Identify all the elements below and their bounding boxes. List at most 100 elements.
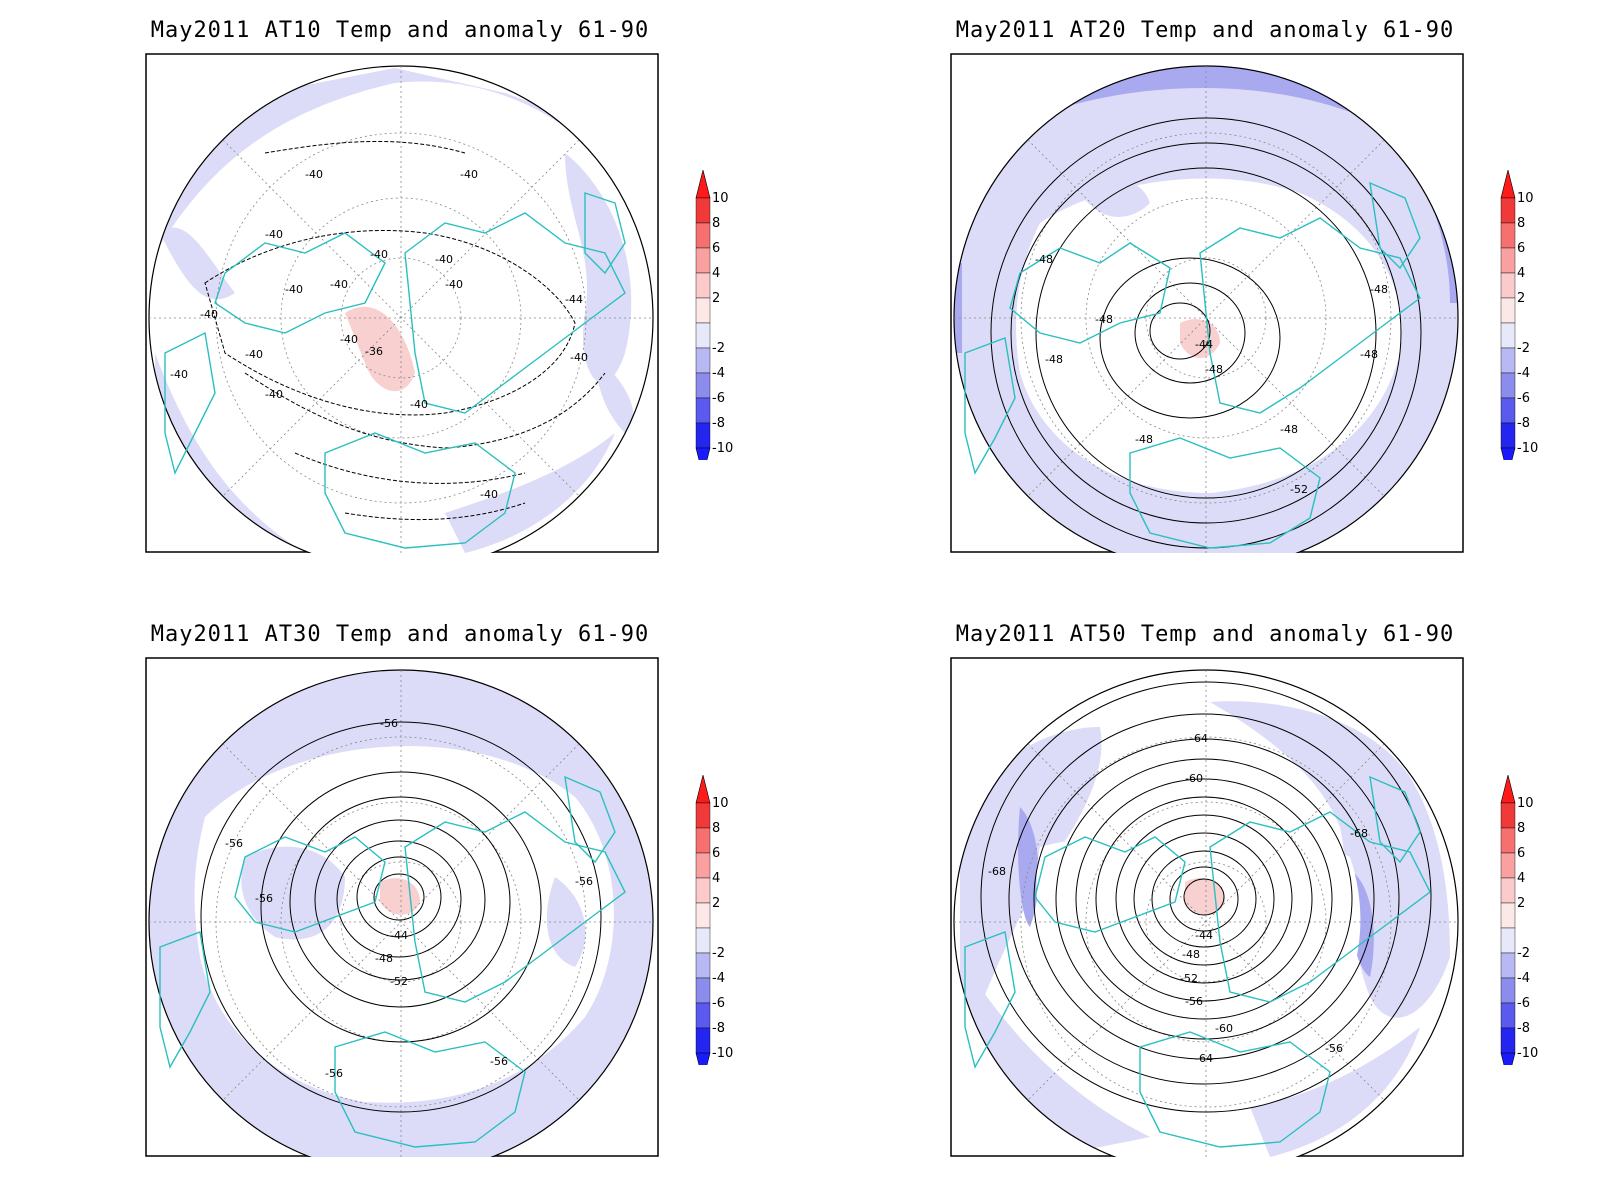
polar-map-at20: -48 -48 -48 -44 -48 -48 -48 -48 -52 -48 [950,53,1464,553]
colorbar: 10 8 6 4 2 -2 -4 -6 -8 -10 [695,170,733,460]
colorbar-segment [695,1002,711,1029]
contour-label: -52 [1180,972,1198,985]
colorbar-bottom-arrow [695,447,711,460]
colorbar-segment [1500,852,1516,879]
colorbar: 10 8 6 4 2 -2 -4 -6 -8 -10 [1500,775,1538,1065]
map-panel-at30: May2011 AT30 Temp and anomaly 61-90 [145,622,665,1182]
colorbar-tick-label: -10 [712,441,733,456]
colorbar-segment [1500,347,1516,374]
colorbar-segment [695,952,711,979]
contour-label: -40 [340,333,358,346]
contour-label: -48 [1035,253,1053,266]
colorbar-tick-label: 4 [1517,266,1525,281]
colorbar-bottom-arrow [695,1052,711,1065]
colorbar-bottom-arrow [1500,1052,1516,1065]
contour-label: -44 [565,293,583,306]
contour-label: -40 [445,278,463,291]
colorbar-segment [1500,927,1516,954]
panel-title: May2011 AT50 Temp and anomaly 61-90 [955,622,1455,647]
contour-label: -56 [255,892,273,905]
contour-label: -60 [1215,1022,1233,1035]
colorbar-segment [695,802,711,829]
colorbar-segment [695,322,711,349]
colorbar-segment [695,222,711,249]
contour-label: -64 [1195,1052,1213,1065]
map-panel-at50: May2011 AT50 Temp and anomaly 61-90 [950,622,1470,1182]
colorbar-tick-label: -8 [712,416,725,431]
contour-label: -40 [570,351,588,364]
colorbar-segment [1500,977,1516,1004]
colorbar-segment [1500,322,1516,349]
polar-map-at30: -56 -56 -56 -56 -44 -48 -52 -56 -56 [145,657,659,1157]
contour-label: -40 [265,228,283,241]
contour-label: -52 [390,975,408,988]
colorbar-tick-label: -8 [1517,1021,1530,1036]
contour-label: -56 [1325,1042,1343,1055]
colorbar-segment [695,297,711,324]
contour-label: -56 [225,837,243,850]
colorbar-segment [695,1027,711,1054]
colorbar-tick-label: 8 [1517,821,1525,836]
colorbar-top-arrow [695,170,711,199]
contour-label: -48 [1280,423,1298,436]
colorbar-segment [1500,877,1516,904]
colorbar-tick-label: 4 [1517,871,1525,886]
colorbar-tick-label: -2 [1517,946,1530,961]
colorbar-segment [1500,1027,1516,1054]
colorbar-tick-label: -2 [1517,341,1530,356]
contour-label: -40 [370,248,388,261]
colorbar-segment [695,347,711,374]
colorbar-tick-label: -10 [712,1046,733,1061]
colorbar-segment [1500,422,1516,449]
colorbar-segment [695,902,711,929]
contour-label: -56 [490,1055,508,1068]
colorbar-tick-label: -10 [1517,1046,1538,1061]
colorbar-segment [1500,222,1516,249]
contour-label: -56 [380,717,398,730]
colorbar-segment [1500,372,1516,399]
colorbar-segment [695,827,711,854]
contour-label: -56 [325,1067,343,1080]
colorbar-tick-label: 4 [712,266,720,281]
colorbar-tick-label: 8 [712,216,720,231]
panel-title: May2011 AT10 Temp and anomaly 61-90 [150,18,650,43]
colorbar-segment [695,372,711,399]
colorbar-tick-label: 8 [712,821,720,836]
colorbar-tick-label: 6 [712,846,720,861]
contour-label: -44 [390,929,408,942]
contour-label: -48 [1135,433,1153,446]
contour-label: -44 [1195,929,1213,942]
colorbar-tick-label: -6 [1517,391,1530,406]
colorbar-tick-label: -4 [712,366,725,381]
contour-label: -48 [1182,948,1200,961]
contour-label: -40 [410,398,428,411]
colorbar-tick-label: 6 [712,241,720,256]
colorbar-segment [695,247,711,274]
colorbar-tick-label: -2 [712,341,725,356]
colorbar-segment [1500,397,1516,424]
colorbar-tick-label: -4 [712,971,725,986]
colorbar-tick-label: 8 [1517,216,1525,231]
colorbar-tick-label: 2 [1517,291,1525,306]
contour-label: -60 [1185,772,1203,785]
contour-label: -40 [200,308,218,321]
colorbar-segment [695,272,711,299]
colorbar-tick-label: -6 [712,996,725,1011]
colorbar-segment [695,927,711,954]
contour-label: -36 [365,345,383,358]
colorbar-tick-label: -4 [1517,971,1530,986]
contour-label: -48 [1095,313,1113,326]
colorbar-tick-label: 10 [712,191,729,206]
map-panel-at10: May2011 AT10 Temp and anomaly 61-90 [145,18,665,578]
polar-map-at50: -64 -60 -68 -68 -44 -48 -52 -56 -60 -64 … [950,657,1464,1157]
colorbar-tick-label: 10 [712,796,729,811]
colorbar-tick-label: 6 [1517,241,1525,256]
colorbar-tick-label: 6 [1517,846,1525,861]
colorbar-segment [1500,902,1516,929]
colorbar-segment [1500,272,1516,299]
colorbar-tick-label: 2 [1517,896,1525,911]
polar-map-at10: -40 -40 -40 -40 -40 -40 -40 -40 -40 -36 … [145,53,659,553]
contour-label: -40 [480,488,498,501]
contour-label: -40 [460,168,478,181]
colorbar-segment [1500,827,1516,854]
